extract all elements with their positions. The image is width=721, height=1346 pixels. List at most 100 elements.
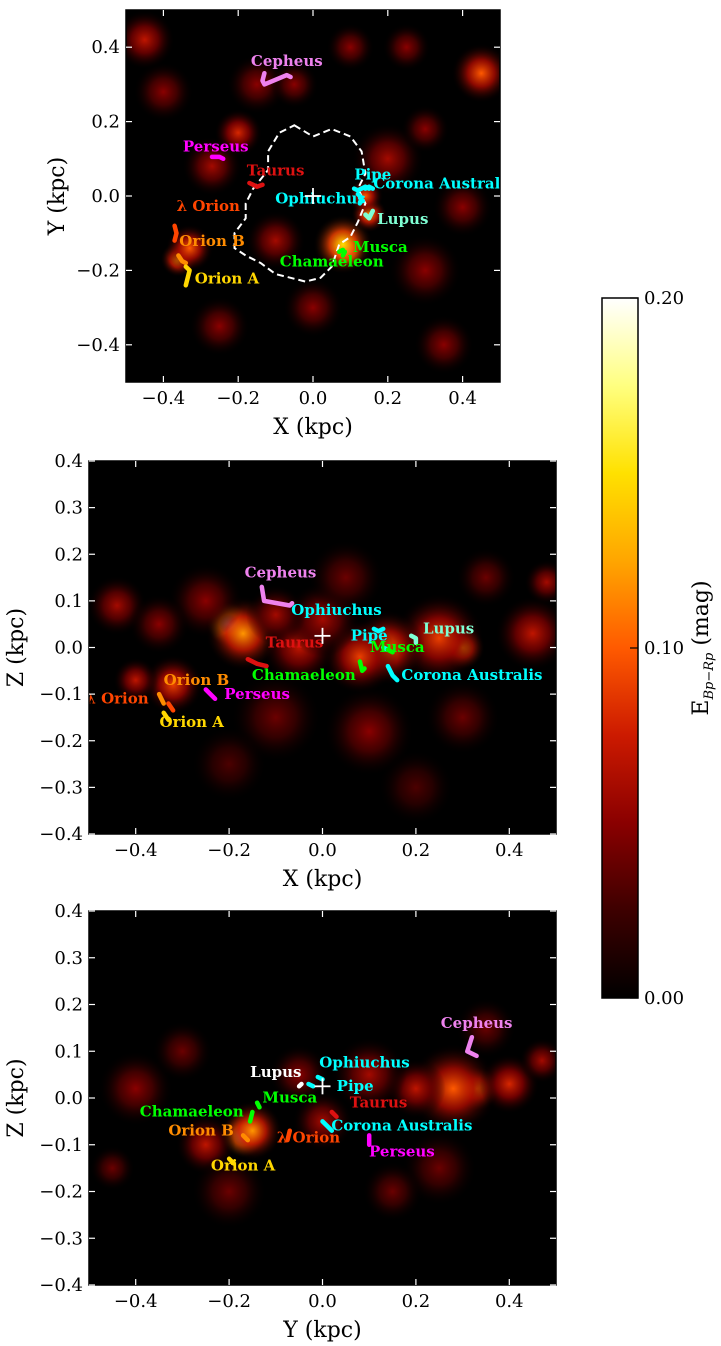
cloud-label: Musca xyxy=(353,238,408,256)
x-tick-label: 0.4 xyxy=(448,388,477,409)
extinction-blob xyxy=(389,234,462,307)
y-tick-label: −0.2 xyxy=(39,731,83,752)
cloud-ophiuchus: Ophiuchus xyxy=(291,601,386,634)
extinction-blob xyxy=(324,686,415,777)
cloud-perseus: Perseus xyxy=(183,137,249,162)
extinction-blob xyxy=(269,1044,330,1105)
x-axis-label: Y (kpc) xyxy=(282,1318,361,1342)
cloud-marker xyxy=(329,1109,339,1119)
cloud-orion-a: Orion A xyxy=(183,264,260,288)
cloud-label: Corona Australis xyxy=(331,1117,472,1135)
colorbar-label: EBp−Rp (mag) xyxy=(689,580,717,715)
y-tick-label: 0.4 xyxy=(91,37,120,58)
cloud-label: Orion B xyxy=(164,671,229,689)
extinction-blob xyxy=(378,750,454,825)
cloud-label: Pipe xyxy=(337,1077,374,1095)
extinction-blob xyxy=(451,43,500,103)
cloud-ophiuchus: Ophiuchus xyxy=(275,189,365,207)
y-tick-label: 0.4 xyxy=(54,901,83,922)
extinction-blob xyxy=(401,105,450,153)
cloud-orion: λ Orion xyxy=(172,197,240,243)
cloud-marker xyxy=(203,687,218,702)
cloud-cepheus: Cepheus xyxy=(245,564,316,608)
extinction-blob xyxy=(331,1037,407,1113)
y-tick-label: 0.2 xyxy=(54,544,83,565)
cloud-marker xyxy=(336,247,346,255)
cloud-orion: λ Orion xyxy=(89,689,176,713)
extinction-blob xyxy=(313,214,373,275)
cloud-label: Ophiuchus xyxy=(275,189,365,207)
cloud-taurus: Taurus xyxy=(247,162,304,189)
cloud-label: Cepheus xyxy=(251,52,323,70)
cloud-label: Chamaeleon xyxy=(252,666,356,684)
cloud-marker xyxy=(371,626,386,634)
cloud-marker xyxy=(408,633,419,646)
axis-ticks: −0.4 −0.2 0.0 0.2 0.4 −0.4 −0.2 0.0 0.2 0.4 xyxy=(76,10,500,409)
cloud-marker xyxy=(172,223,179,243)
cloud-label: Orion B xyxy=(168,1121,233,1139)
cloud-orion-b: Orion B xyxy=(168,1121,251,1143)
extinction-blob xyxy=(89,1145,135,1191)
y-tick-label: −0.2 xyxy=(39,1182,83,1203)
cloud-marker xyxy=(363,208,376,221)
cloud-corona-australis: Corona Australis xyxy=(385,663,542,684)
cloud-marker xyxy=(306,1081,316,1089)
y-tick-label: −0.1 xyxy=(39,1135,83,1156)
cloud-marker xyxy=(351,184,372,193)
cloud-label: Lupus xyxy=(423,620,474,638)
y-tick-label: 0.0 xyxy=(91,186,120,207)
x-tick-label: −0.4 xyxy=(142,388,186,409)
cloud-marker xyxy=(247,180,265,189)
y-tick-label: 0.0 xyxy=(54,1088,83,1109)
x-axis-label: X (kpc) xyxy=(273,415,353,440)
cloud-marker xyxy=(240,1133,251,1143)
cloud-marker xyxy=(340,249,348,258)
colorbar: 0.00 0.10 0.20 EBp−Rp (mag) xyxy=(601,288,717,1009)
y-tick-label: 0.2 xyxy=(54,995,83,1016)
cloud-taurus: Taurus xyxy=(245,634,323,669)
cloud-marker xyxy=(245,656,269,669)
extinction-blob xyxy=(191,726,267,802)
y-tick-label: −0.4 xyxy=(39,1275,83,1296)
cloud-label: Musca xyxy=(370,638,425,656)
cloud-perseus: Perseus xyxy=(366,1133,435,1160)
extinction-blob xyxy=(222,1100,283,1161)
extinction-blob xyxy=(456,547,516,608)
y-tick-label: 0.1 xyxy=(54,1041,83,1062)
extinction-blob xyxy=(191,1154,267,1229)
extinction-blob xyxy=(524,559,556,605)
cloud-marker xyxy=(385,663,400,683)
axis-ticks: −0.4 −0.2 0.0 0.2 0.4 −0.4 −0.3 −0.2 −0.1 0.0 0.1 0… xyxy=(39,451,556,861)
x-tick-label: −0.2 xyxy=(216,388,260,409)
colorbar-label-main: E xyxy=(689,700,714,716)
cloud-cepheus: Cepheus xyxy=(441,1014,513,1059)
y-tick-label: 0.0 xyxy=(54,638,83,659)
colorbar-label-unit: (mag) xyxy=(689,580,714,652)
colorbar-tick-label: 0.00 xyxy=(644,988,684,1009)
cloud-corona-australis: Corona Australis xyxy=(320,1117,472,1135)
colorbar-label-sub: Bp−Rp xyxy=(702,652,717,701)
cloud-label: Orion A xyxy=(195,269,260,287)
x-tick-label: 0.4 xyxy=(495,1291,524,1312)
cloud-label: Musca xyxy=(262,1089,317,1107)
x-tick-label: 0.0 xyxy=(308,1291,337,1312)
y-tick-label: −0.1 xyxy=(39,684,83,705)
extinction-blob xyxy=(308,540,384,615)
cloud-marker xyxy=(260,70,293,87)
cloud-musca: Musca xyxy=(340,238,408,258)
cloud-label: Corona Australis xyxy=(373,175,514,193)
extinction-blob xyxy=(113,657,159,703)
cloud-orion-a: Orion A xyxy=(211,1156,276,1174)
cloud-marker xyxy=(209,154,226,162)
x-tick-label: 0.2 xyxy=(402,840,431,861)
x-tick-label: −0.2 xyxy=(207,840,251,861)
cloud-label: Pipe xyxy=(354,165,391,183)
cloud-marker xyxy=(355,191,364,206)
extinction-blob xyxy=(152,1021,213,1082)
heatmap-area: Cepheus Lupus Ophiuchus Pipe Musca Taurus Cham… xyxy=(89,911,556,1285)
cloud-label: Cepheus xyxy=(441,1014,513,1032)
cloud-label: Taurus xyxy=(350,1093,408,1111)
